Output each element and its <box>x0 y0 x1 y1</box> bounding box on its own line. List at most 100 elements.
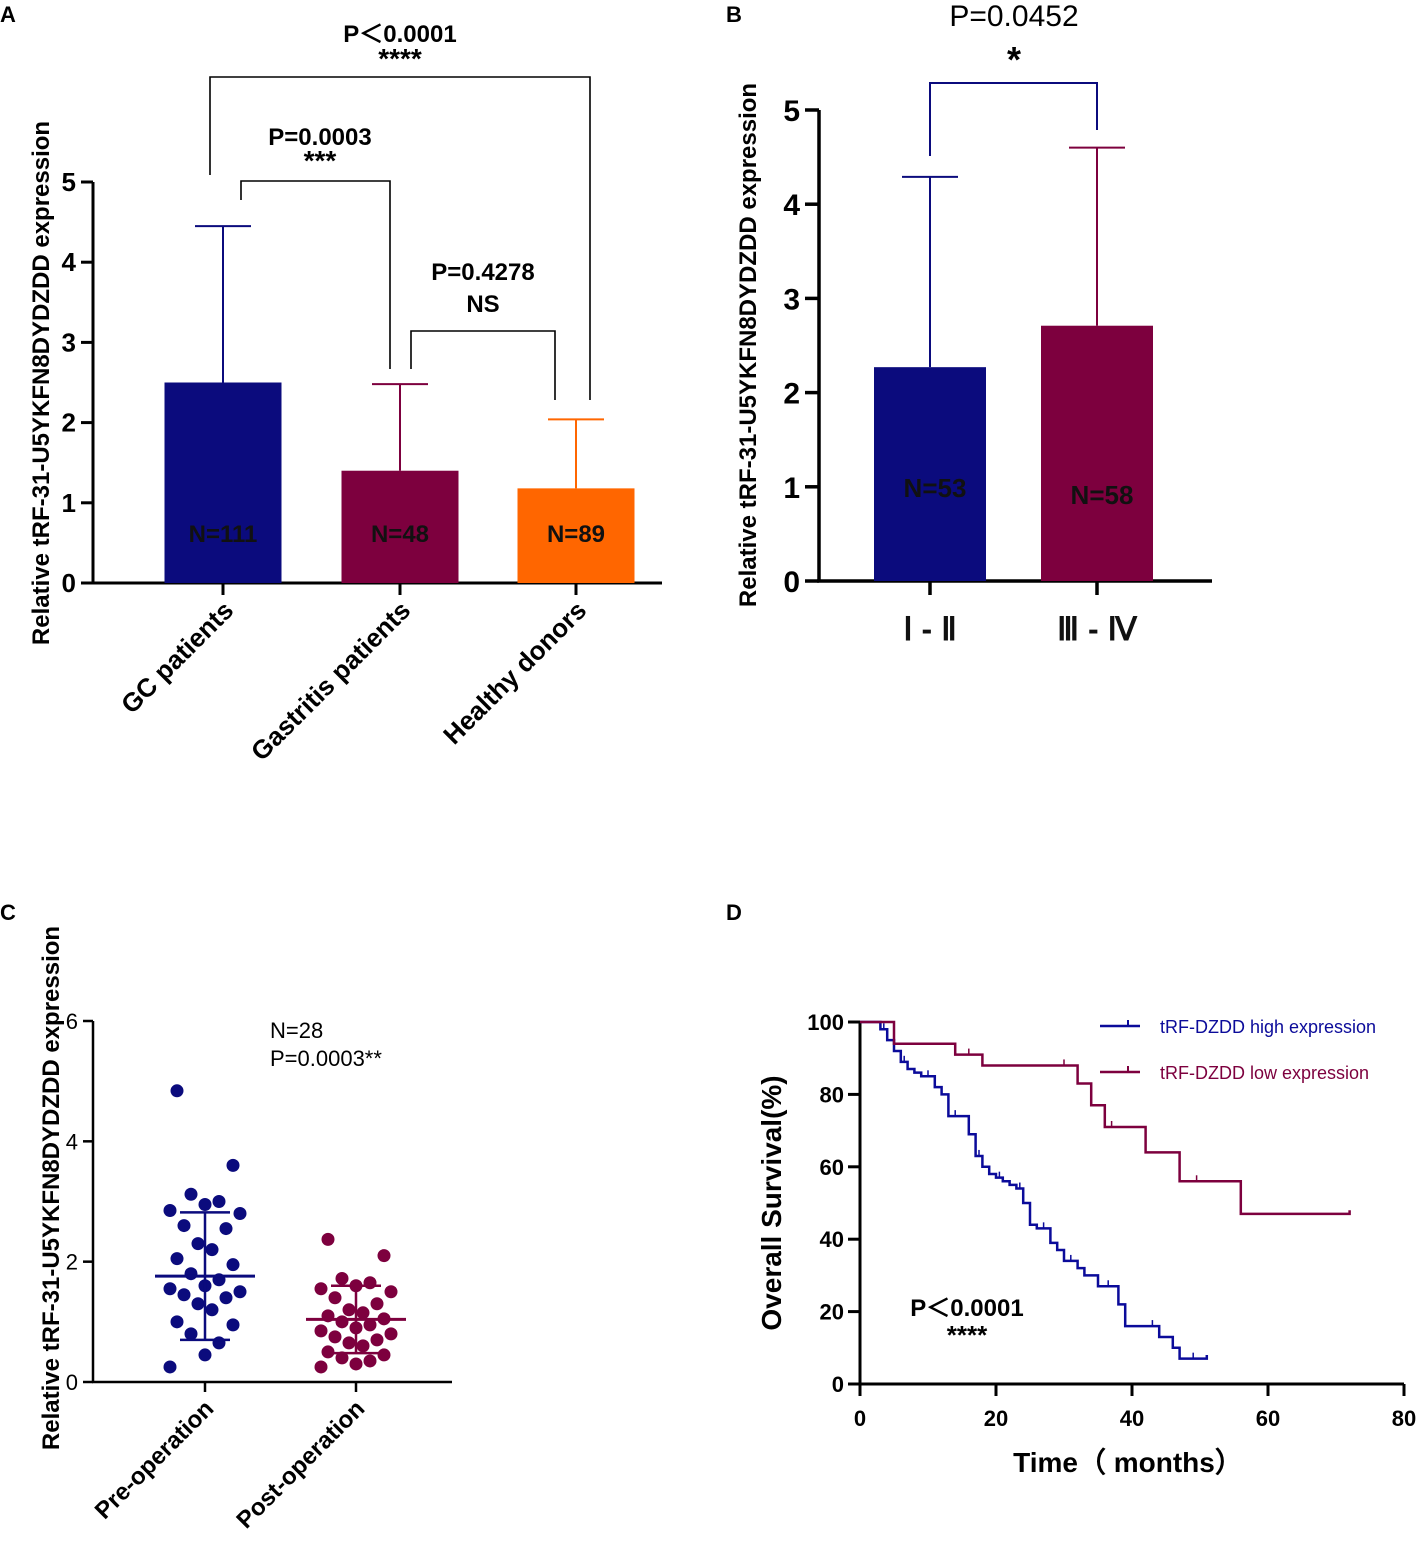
c-data-point <box>184 1187 198 1201</box>
a-significance-stars: NS <box>466 291 499 318</box>
c-annotation-n: N=28 <box>270 1018 323 1043</box>
a-x-tick-label: Gastritis patients <box>245 595 416 766</box>
c-x-tick-label: Post-operation <box>231 1395 370 1534</box>
b-p-value: P=0.0452 <box>949 0 1078 33</box>
b-bar <box>874 367 986 581</box>
c-data-point <box>226 1318 240 1332</box>
c-data-point <box>226 1158 240 1172</box>
c-data-point <box>314 1282 328 1296</box>
c-data-point <box>342 1336 356 1350</box>
c-data-point <box>377 1249 391 1263</box>
c-data-point <box>191 1297 205 1311</box>
a-p-value: P=0.0003 <box>268 124 371 151</box>
c-data-point <box>170 1315 184 1329</box>
c-data-point <box>163 1282 177 1296</box>
c-data-point <box>363 1354 377 1368</box>
c-data-point <box>184 1267 198 1281</box>
d-y-tick-label: 0 <box>832 1372 844 1397</box>
c-data-point <box>163 1204 177 1218</box>
c-data-point <box>184 1327 198 1341</box>
c-data-point <box>163 1360 177 1374</box>
d-x-axis-label: Time（ months） <box>1013 1446 1243 1478</box>
panel-a-bar-chart: 0 1 2 3 4 5 Relative tRF-31-U5YKFN8DYDZDD expr… <box>28 21 662 766</box>
c-data-point <box>384 1327 398 1341</box>
c-data-point <box>384 1285 398 1299</box>
d-x-tick-label: 80 <box>1392 1406 1416 1431</box>
c-data-point <box>198 1198 212 1212</box>
a-n-label: N=48 <box>371 521 429 548</box>
c-data-point <box>349 1357 363 1371</box>
d-x-tick-label: 20 <box>984 1406 1008 1431</box>
c-data-point <box>363 1318 377 1332</box>
d-y-tick-label: 60 <box>820 1155 844 1180</box>
b-n-label: N=58 <box>1071 480 1134 510</box>
a-n-label: N=111 <box>189 521 258 548</box>
c-data-point <box>335 1272 349 1286</box>
a-y-tick-label: 0 <box>62 568 76 598</box>
panel-letter-b: B <box>726 2 742 27</box>
b-y-tick-label: 3 <box>783 283 800 316</box>
d-p-value: P＜0.0001 <box>910 1295 1023 1322</box>
a-bar <box>164 382 282 583</box>
c-data-point <box>370 1297 384 1311</box>
panel-letter-d: D <box>726 900 742 925</box>
c-data-point <box>219 1291 233 1305</box>
c-data-point <box>205 1243 219 1257</box>
a-significance-stars: *** <box>304 145 337 176</box>
c-x-tick-label: Pre-operation <box>90 1395 219 1524</box>
a-y-tick-label: 5 <box>62 167 76 197</box>
a-x-tick-label: GC patients <box>115 595 239 719</box>
panel-d-survival-chart: 0 20 40 60 80 100 0 20 40 60 80 Time（ months） Overal… <box>756 1010 1416 1478</box>
d-legend-label: tRF-DZDD low expression <box>1160 1063 1369 1083</box>
c-data-point <box>328 1330 342 1344</box>
b-significance-stars: * <box>1007 39 1021 80</box>
c-data-point <box>342 1303 356 1317</box>
a-y-axis-label: Relative tRF-31-U5YKFN8DYDZDD expression <box>28 121 55 645</box>
c-data-point <box>321 1345 335 1359</box>
d-x-tick-label: 0 <box>854 1406 866 1431</box>
a-p-value: P＜0.0001 <box>343 21 456 48</box>
c-y-tick-label: 2 <box>66 1250 78 1275</box>
b-bar <box>1041 325 1153 581</box>
panel-letter-a: A <box>0 2 16 27</box>
c-y-tick-label: 6 <box>66 1009 78 1034</box>
c-annotation-p: P=0.0003** <box>270 1046 382 1071</box>
d-x-tick-label: 60 <box>1256 1406 1280 1431</box>
d-y-tick-label: 20 <box>820 1300 844 1325</box>
c-data-point <box>170 1084 184 1098</box>
c-data-point <box>219 1222 233 1236</box>
b-comparison-bracket <box>929 82 1098 156</box>
c-data-point <box>226 1258 240 1272</box>
c-data-point <box>170 1252 184 1266</box>
a-n-label: N=89 <box>547 521 605 548</box>
a-y-tick-label: 2 <box>62 408 76 438</box>
c-data-point <box>335 1315 349 1329</box>
a-bar <box>341 470 459 583</box>
panel-letter-c: C <box>0 900 16 925</box>
a-comparison-bracket <box>240 180 391 369</box>
d-x-tick-label: 40 <box>1120 1406 1144 1431</box>
a-significance-stars: **** <box>378 43 422 74</box>
c-data-point <box>363 1276 377 1290</box>
c-y-tick-label: 0 <box>66 1370 78 1395</box>
c-data-point <box>205 1303 219 1317</box>
d-survival-curve <box>860 1020 1351 1216</box>
c-data-point <box>212 1195 226 1208</box>
a-x-tick-label: Healthy donors <box>437 595 592 750</box>
a-bar <box>517 488 635 583</box>
c-data-point <box>212 1336 226 1350</box>
c-data-point <box>233 1207 247 1221</box>
a-y-tick-label: 4 <box>62 247 77 277</box>
c-data-point <box>321 1232 335 1246</box>
a-y-tick-label: 3 <box>62 327 76 357</box>
c-data-point <box>314 1324 328 1338</box>
c-data-point <box>356 1339 370 1353</box>
d-y-tick-label: 40 <box>820 1227 844 1252</box>
b-y-tick-label: 5 <box>783 95 800 128</box>
a-y-tick-label: 1 <box>62 488 76 518</box>
c-data-point <box>198 1348 212 1362</box>
b-y-tick-label: 1 <box>783 472 800 505</box>
d-legend-label: tRF-DZDD high expression <box>1160 1017 1376 1037</box>
